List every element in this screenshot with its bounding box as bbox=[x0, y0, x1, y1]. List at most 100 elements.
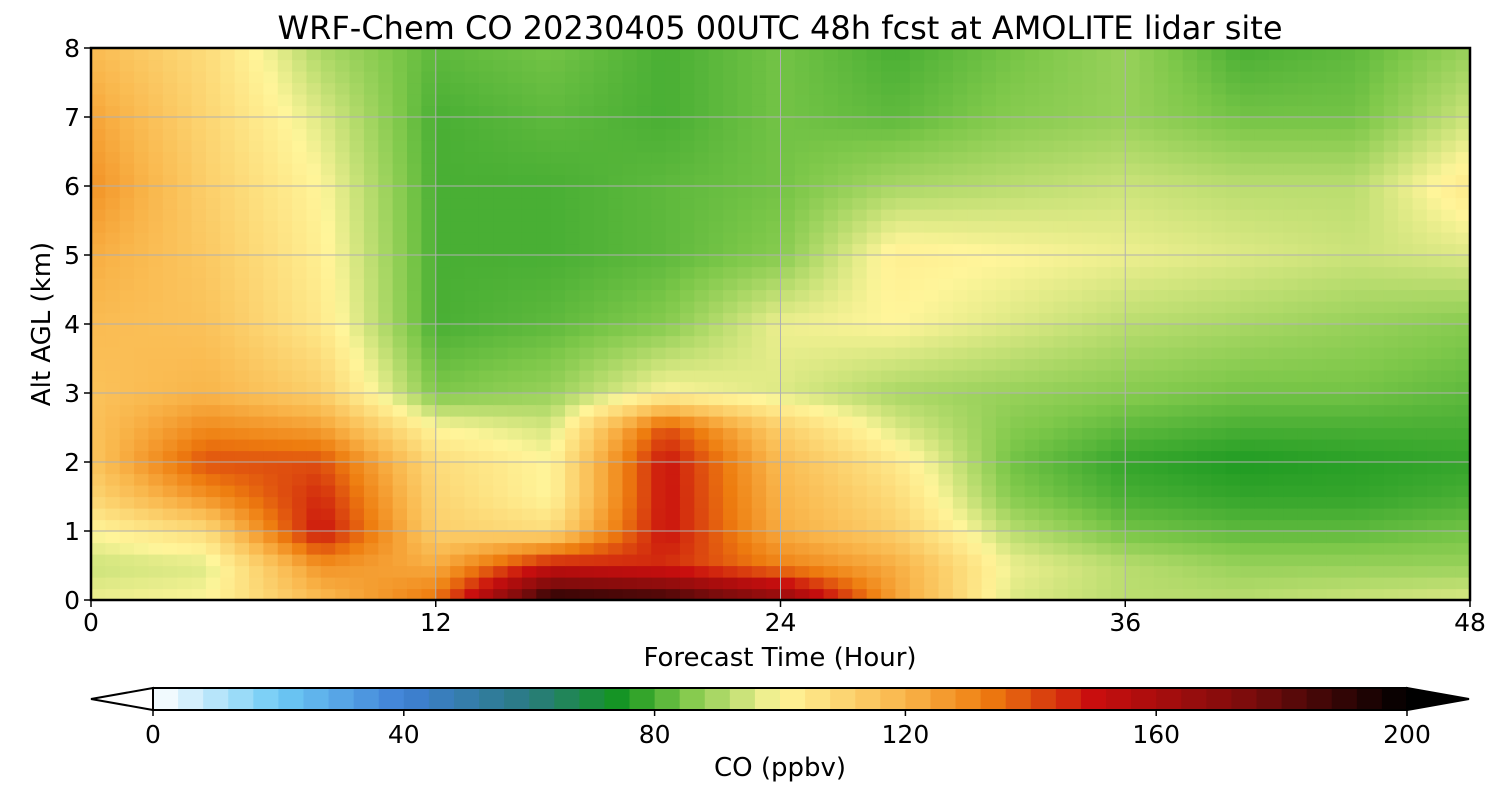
heatmap-cell bbox=[766, 450, 782, 463]
heatmap-cell bbox=[320, 186, 336, 199]
heatmap-cell bbox=[794, 531, 810, 544]
heatmap-cell bbox=[1254, 393, 1270, 406]
heatmap-cell bbox=[909, 462, 925, 475]
heatmap-cell bbox=[220, 140, 236, 153]
heatmap-cell bbox=[679, 462, 695, 475]
heatmap-cell bbox=[823, 128, 839, 141]
heatmap-cell bbox=[1383, 186, 1399, 199]
heatmap-cell bbox=[263, 278, 279, 291]
heatmap-cell bbox=[924, 197, 940, 210]
heatmap-cell bbox=[1211, 255, 1227, 268]
heatmap-cell bbox=[263, 577, 279, 590]
heatmap-cell bbox=[320, 301, 336, 314]
heatmap-cell bbox=[636, 82, 652, 95]
colorbar-extend-low bbox=[90, 686, 154, 712]
heatmap-cell bbox=[1082, 232, 1098, 245]
heatmap-cell bbox=[1426, 381, 1442, 394]
heatmap-cell bbox=[1125, 312, 1141, 325]
heatmap-cell bbox=[1311, 71, 1327, 84]
heatmap-cell bbox=[1426, 209, 1442, 222]
heatmap-cell bbox=[421, 82, 437, 95]
heatmap-cell bbox=[1355, 220, 1371, 233]
heatmap-cell bbox=[1254, 324, 1270, 337]
heatmap-cell bbox=[1340, 508, 1356, 521]
heatmap-cell bbox=[1082, 531, 1098, 544]
heatmap-cell bbox=[737, 48, 753, 61]
heatmap-cell bbox=[1383, 588, 1399, 601]
heatmap-cell bbox=[1355, 209, 1371, 222]
heatmap-cell bbox=[507, 542, 523, 555]
heatmap-cell bbox=[1182, 496, 1198, 509]
heatmap-cell bbox=[938, 105, 954, 118]
heatmap-cell bbox=[1326, 496, 1342, 509]
heatmap-cell bbox=[205, 232, 221, 245]
heatmap-cell bbox=[1053, 82, 1069, 95]
heatmap-cell bbox=[565, 243, 580, 256]
heatmap-cell bbox=[1082, 542, 1098, 555]
heatmap-cell bbox=[636, 485, 652, 498]
heatmap-cell bbox=[579, 519, 595, 532]
heatmap-cell bbox=[651, 473, 667, 486]
heatmap-cell bbox=[378, 324, 394, 337]
heatmap-cell bbox=[1426, 496, 1442, 509]
heatmap-cell bbox=[1455, 186, 1471, 199]
heatmap-cell bbox=[909, 542, 925, 555]
heatmap-cell bbox=[119, 496, 135, 509]
heatmap-cell bbox=[565, 554, 580, 567]
heatmap-cell bbox=[1225, 496, 1241, 509]
heatmap-cell bbox=[1240, 393, 1256, 406]
heatmap-cell bbox=[909, 565, 925, 578]
heatmap-cell bbox=[967, 278, 983, 291]
heatmap-cell bbox=[751, 370, 767, 383]
heatmap-cell bbox=[421, 117, 437, 130]
heatmap-cell bbox=[191, 531, 207, 544]
heatmap-cell bbox=[608, 255, 624, 268]
heatmap-cell bbox=[694, 496, 710, 509]
heatmap-cell bbox=[435, 151, 451, 164]
heatmap-cell bbox=[766, 174, 782, 187]
heatmap-cell bbox=[852, 94, 868, 107]
heatmap-cell bbox=[1211, 347, 1227, 360]
heatmap-cell bbox=[1369, 255, 1385, 268]
heatmap-cell bbox=[866, 186, 882, 199]
heatmap-cell bbox=[91, 324, 106, 337]
heatmap-cell bbox=[1383, 197, 1399, 210]
heatmap-cell bbox=[1240, 542, 1256, 555]
heatmap-cell bbox=[306, 105, 322, 118]
heatmap-cell bbox=[263, 48, 279, 61]
heatmap-cell bbox=[1283, 358, 1299, 371]
heatmap-cell bbox=[852, 473, 868, 486]
heatmap-cell bbox=[335, 462, 351, 475]
heatmap-cell bbox=[1082, 519, 1098, 532]
heatmap-cell bbox=[967, 174, 983, 187]
heatmap-cell bbox=[1053, 473, 1069, 486]
heatmap-cell bbox=[493, 71, 509, 84]
y-tick-label: 5 bbox=[64, 241, 80, 270]
heatmap-cell bbox=[1240, 370, 1256, 383]
heatmap-cell bbox=[191, 358, 207, 371]
heatmap-cell bbox=[162, 519, 178, 532]
heatmap-cell bbox=[924, 117, 940, 130]
heatmap-cell bbox=[1053, 174, 1069, 187]
heatmap-cell bbox=[909, 324, 925, 337]
heatmap-cell bbox=[277, 335, 293, 348]
heatmap-cell bbox=[1283, 508, 1299, 521]
heatmap-cell bbox=[1211, 393, 1227, 406]
heatmap-cell bbox=[407, 82, 422, 95]
heatmap-cell bbox=[1326, 266, 1342, 279]
heatmap-cell bbox=[407, 94, 422, 107]
heatmap-cell bbox=[665, 209, 681, 222]
heatmap-cell bbox=[521, 312, 537, 325]
heatmap-cell bbox=[263, 82, 279, 95]
heatmap-cell bbox=[191, 266, 207, 279]
heatmap-cell bbox=[679, 335, 695, 348]
heatmap-cell bbox=[234, 370, 250, 383]
heatmap-cell bbox=[622, 577, 638, 590]
heatmap-cell bbox=[249, 117, 264, 130]
heatmap-cell bbox=[162, 427, 178, 440]
heatmap-cell bbox=[493, 542, 509, 555]
heatmap-cell bbox=[277, 381, 293, 394]
heatmap-cell bbox=[148, 358, 164, 371]
heatmap-cell bbox=[1383, 358, 1399, 371]
heatmap-cell bbox=[1096, 485, 1112, 498]
